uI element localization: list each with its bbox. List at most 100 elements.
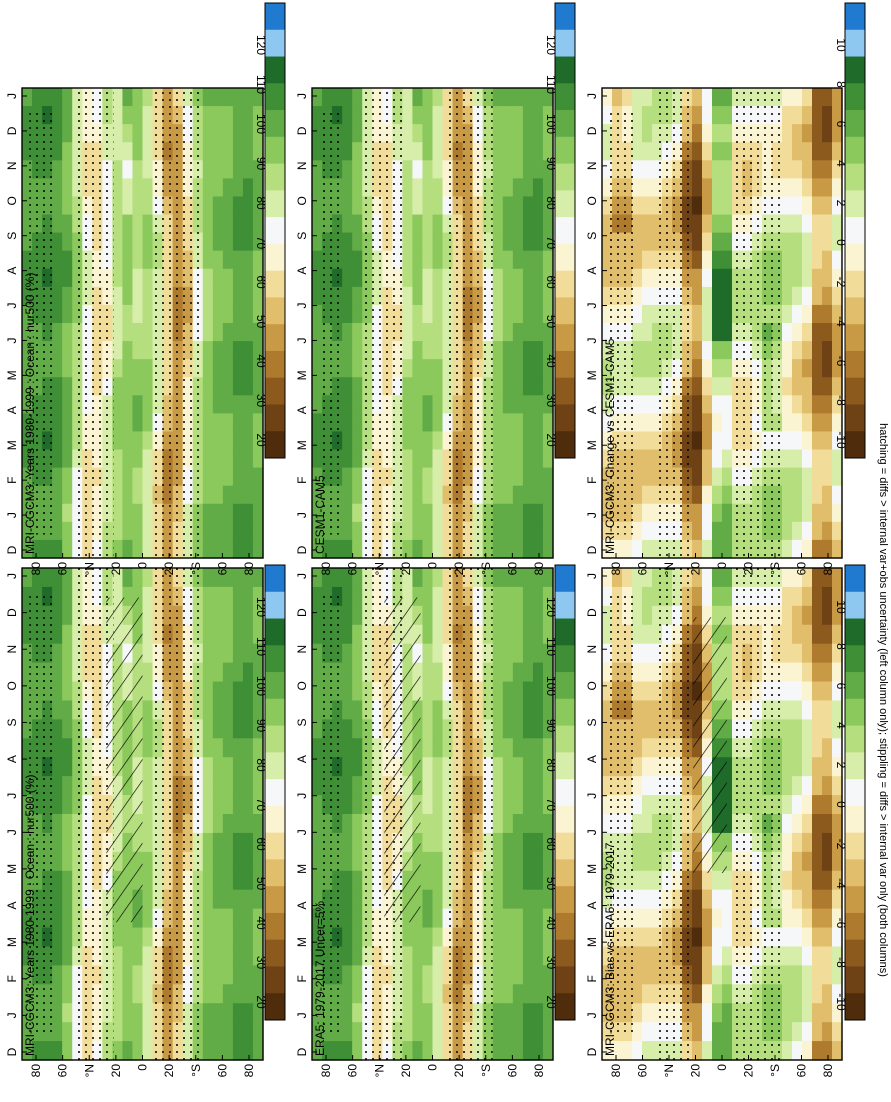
heatmap-cell (312, 341, 323, 360)
heatmap-cell (792, 503, 803, 523)
heatmap-cell (692, 1022, 703, 1042)
y-tick-label: 60 (346, 1064, 360, 1078)
heatmap-cell (252, 1041, 264, 1061)
heatmap-cell (832, 795, 843, 815)
heatmap-cell (632, 662, 643, 683)
heatmap-cell (412, 586, 424, 607)
heatmap-cell (812, 965, 823, 985)
heatmap-cell (802, 1022, 813, 1042)
x-tick-label: S (5, 718, 19, 726)
heatmap-cell (212, 757, 224, 777)
colorbar-label: -6 (834, 918, 848, 929)
heatmap-cell (52, 485, 63, 505)
heatmap-cell (532, 413, 544, 433)
heatmap-cell (542, 449, 554, 469)
heatmap-cell (332, 88, 343, 107)
heatmap-cell (212, 142, 224, 161)
y-tick-label: 0 (426, 562, 440, 569)
stippling-south (154, 88, 203, 558)
heatmap-cell (792, 984, 803, 1004)
heatmap-cell (62, 1041, 73, 1061)
heatmap-cell (402, 142, 414, 161)
heatmap-cell (512, 965, 524, 985)
colorbar-label: 70 (544, 236, 558, 250)
stippling-north (654, 568, 694, 1060)
heatmap-cell (422, 814, 434, 834)
heatmap-cell (122, 359, 134, 378)
colorbar-label: 80 (544, 196, 558, 210)
heatmap-cell (422, 304, 434, 324)
heatmap-cell (412, 286, 424, 306)
heatmap-cell (492, 586, 504, 607)
colorbar-swatch (265, 217, 285, 245)
heatmap-cell (252, 395, 264, 414)
heatmap-cell (252, 586, 264, 607)
heatmap-cell (692, 568, 703, 588)
heatmap-cell (632, 681, 643, 702)
heatmap-cell (352, 341, 363, 360)
heatmap-cell (542, 268, 554, 288)
x-tick-label: J (585, 337, 599, 343)
heatmap-cell (502, 250, 514, 270)
heatmap-cell (252, 539, 264, 559)
heatmap-cell (52, 586, 63, 607)
heatmap-cell (202, 124, 214, 143)
heatmap-cell (22, 377, 33, 396)
heatmap-cell (532, 624, 544, 645)
colorbar-frame (554, 2, 576, 459)
colorbar-swatch (845, 270, 865, 298)
heatmap-cell (512, 539, 524, 559)
colorbar-swatch (555, 591, 575, 620)
heatmap-cell (632, 196, 643, 216)
heatmap-cell (222, 521, 234, 541)
heatmap-cell (512, 1022, 524, 1042)
heatmap-cell (602, 738, 613, 758)
y-tick-label: 80 (242, 562, 256, 576)
heatmap-cell (812, 142, 823, 161)
heatmap-cell (792, 485, 803, 505)
heatmap-cell (242, 605, 254, 626)
heatmap-cell (252, 908, 264, 929)
heatmap-cell (432, 323, 444, 342)
heatmap-cell (512, 124, 524, 143)
heatmap-cell (212, 832, 224, 853)
heatmap-cell (342, 341, 353, 360)
heatmap-cell (432, 196, 444, 216)
heatmap-cell (492, 503, 504, 523)
heatmap-cell (432, 605, 444, 626)
heatmap-cell (52, 795, 63, 815)
heatmap-cell (142, 870, 154, 891)
heatmap-cell (702, 395, 713, 414)
heatmap-cell (702, 232, 713, 252)
heatmap-cell (202, 568, 214, 588)
x-tick-label: M (295, 937, 309, 947)
heatmap-cell (52, 268, 63, 288)
heatmap-cell (832, 449, 843, 469)
heatmap-cell (242, 395, 254, 414)
heatmap-cell (402, 449, 414, 469)
heatmap-cell (62, 395, 73, 414)
figure-footnote: hatching = diffs > internal var+obs unce… (877, 423, 889, 977)
heatmap-cell (432, 908, 444, 929)
heatmap-cell (542, 719, 554, 739)
heatmap-cell (222, 965, 234, 985)
heatmap-cell (342, 467, 353, 487)
heatmap-cell (122, 323, 134, 342)
heatmap-cell (502, 814, 514, 834)
heatmap-cell (402, 341, 414, 360)
heatmap-cell (792, 142, 803, 161)
heatmap-cell (352, 832, 363, 853)
heatmap-cell (132, 323, 144, 342)
heatmap-cell (632, 323, 643, 342)
heatmap-cell (512, 232, 524, 252)
heatmap-cell (632, 1003, 643, 1023)
heatmap-cell (232, 776, 244, 796)
heatmap-cell (432, 304, 444, 324)
heatmap-cell (312, 984, 323, 1004)
heatmap-cell (602, 1003, 613, 1023)
heatmap-cell (812, 88, 823, 107)
heatmap-cell (222, 984, 234, 1004)
heatmap-cell (252, 700, 264, 720)
